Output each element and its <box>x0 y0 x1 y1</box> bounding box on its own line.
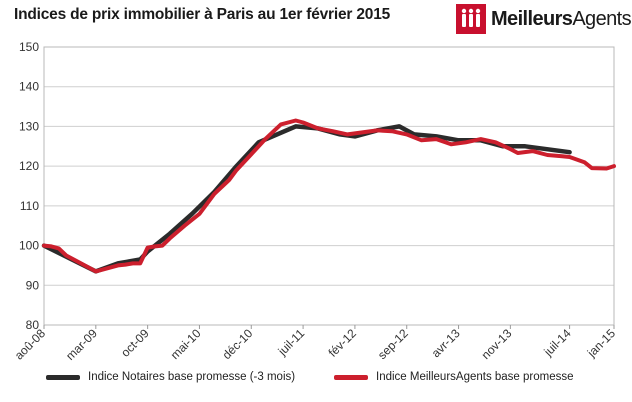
legend-item-meilleursagents: Indice MeilleursAgents base promesse <box>334 371 574 383</box>
x-tick-label: mar-09 <box>63 326 100 363</box>
x-tick-label: fév-12 <box>326 326 360 360</box>
x-tick-labels: aoû-08 mar-09 oct-09 mai-10 déc-10 juil-11 fév… <box>12 326 619 363</box>
legend-item-notaires: Indice Notaires base promesse (-3 mois) <box>46 371 295 383</box>
y-tick-labels: 80 90 100 110 120 130 140 150 <box>19 40 39 332</box>
x-tick-label: sep-12 <box>375 326 411 362</box>
brand: MeilleursAgents <box>456 4 632 34</box>
y-tick-label: 80 <box>26 318 40 332</box>
y-tick-label: 130 <box>19 119 39 133</box>
series-lines <box>41 118 616 274</box>
x-tick-label: déc-10 <box>220 326 256 362</box>
y-tick-label: 150 <box>19 40 39 54</box>
brand-name: MeilleursAgents <box>491 7 632 30</box>
legend: Indice Notaires base promesse (-3 mois) … <box>0 371 632 389</box>
plot-frame <box>43 46 615 326</box>
chart-title: Indices de prix immobilier à Paris au 1e… <box>14 6 391 23</box>
x-tick-label: nov-13 <box>479 326 515 362</box>
legend-label-meilleursagents: Indice MeilleursAgents base promesse <box>376 371 574 383</box>
x-tick-label: mai-10 <box>168 326 204 362</box>
x-tick-label: juil-11 <box>275 326 308 359</box>
legend-swatch-meilleursagents <box>334 374 368 380</box>
x-tick-label: oct-09 <box>118 326 152 360</box>
x-tick-label: jan-15 <box>584 326 618 360</box>
series-line-meilleursagents <box>42 118 616 274</box>
y-tick-label: 90 <box>26 278 40 292</box>
y-tick-label: 110 <box>20 199 39 213</box>
legend-label-notaires: Indice Notaires base promesse (-3 mois) <box>88 371 296 383</box>
y-tick-label: 120 <box>19 159 39 173</box>
y-tick-label: 100 <box>19 239 39 253</box>
y-tick-label: 140 <box>19 80 39 94</box>
meilleursagents-logo <box>456 4 486 34</box>
series-line-notaires <box>41 124 572 274</box>
x-tick-label: juil-14 <box>540 326 573 359</box>
grid <box>43 46 615 329</box>
x-tick-label: avr-13 <box>429 326 463 360</box>
legend-swatch-notaires <box>46 374 80 380</box>
